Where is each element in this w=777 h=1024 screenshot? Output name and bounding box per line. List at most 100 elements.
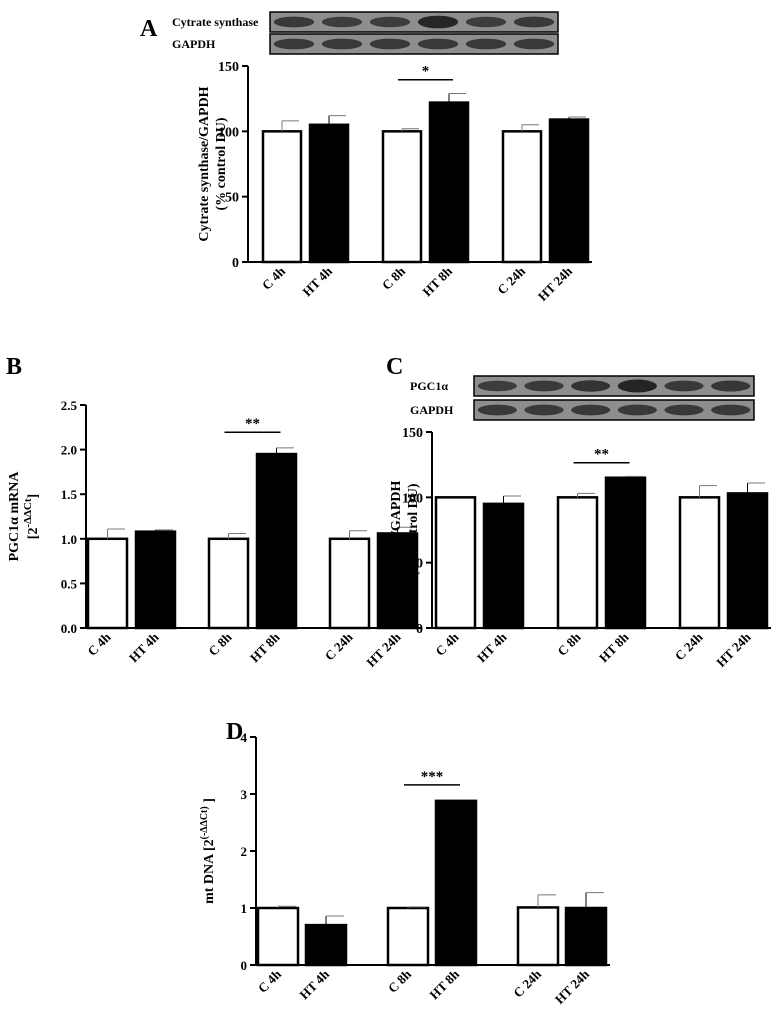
blot-strip xyxy=(269,11,559,33)
y-tick-label: 0.5 xyxy=(61,576,78,591)
y-axis-label-superscript: -ΔΔCt xyxy=(22,498,34,527)
bar xyxy=(726,492,769,630)
bar xyxy=(381,130,423,264)
blot-label: GAPDH xyxy=(172,37,216,51)
x-tick-label: C 8h xyxy=(385,966,415,996)
panel-letter: B xyxy=(6,354,22,380)
y-axis-label-line: PGC1α/GAPDH xyxy=(389,480,404,579)
y-axis-label: Cytrate synthase/GAPDH (% control DU) xyxy=(197,86,229,241)
significance-label: * xyxy=(422,64,430,80)
blot-band xyxy=(273,16,315,28)
y-axis-label: PGC1α mRNA [2-ΔΔCt] xyxy=(7,471,41,562)
blot-band xyxy=(571,380,611,392)
y-axis-label-line: (% control DU) xyxy=(406,483,421,576)
y-tick-label: 2 xyxy=(241,844,248,859)
x-tick-label: C 24h xyxy=(322,629,356,663)
x-tick-label: C 24h xyxy=(672,629,706,663)
y-tick-label: 150 xyxy=(402,426,423,441)
bar xyxy=(428,101,470,264)
y-tick-label: 100 xyxy=(218,125,239,140)
panel-letter: A xyxy=(140,16,158,42)
bar xyxy=(564,906,608,967)
x-tick-label: HT 24h xyxy=(552,966,593,1007)
blot-band xyxy=(711,380,751,392)
x-tick-label: HT 8h xyxy=(596,629,632,665)
y-tick-label: 2.0 xyxy=(61,443,77,458)
y-tick-label: 150 xyxy=(218,60,239,75)
blot-label: GAPDH xyxy=(410,403,454,417)
x-tick-label: C 8h xyxy=(379,263,409,293)
y-tick-label: 1.5 xyxy=(61,487,78,502)
y-tick-label: 0 xyxy=(241,958,248,973)
y-tick-label: 50 xyxy=(409,557,423,572)
x-tick-label: C 8h xyxy=(205,629,235,659)
y-tick-label: 50 xyxy=(225,191,239,206)
chart-panel-a: A Cytrate synthase GAPDH 0 50 100 150 C 4h HT 4h… xyxy=(140,11,592,304)
blot-label: PGC1α xyxy=(410,379,448,393)
x-tick-label: HT 8h xyxy=(247,629,283,665)
y-tick-label: 0.0 xyxy=(61,621,77,636)
bar xyxy=(376,532,419,630)
x-tick-label: C 24h xyxy=(510,966,544,1000)
bar xyxy=(304,923,348,967)
x-tick-label: HT 24h xyxy=(535,263,576,304)
blot-band xyxy=(711,404,751,416)
bar xyxy=(516,906,560,967)
significance-label: ** xyxy=(245,416,260,432)
panel-letter: C xyxy=(386,354,403,380)
bar xyxy=(501,130,543,264)
panel-letter: D xyxy=(226,719,243,745)
bar xyxy=(255,452,298,630)
blot-band xyxy=(664,404,704,416)
blot-band xyxy=(417,15,459,29)
y-axis-label-line: PGC1α mRNA xyxy=(7,471,22,562)
bar xyxy=(386,906,430,967)
significance-label: *** xyxy=(421,769,444,785)
bar xyxy=(556,496,599,630)
x-tick-label: HT 8h xyxy=(419,263,455,299)
blot-band xyxy=(369,38,411,50)
blot-band xyxy=(571,404,611,416)
bar xyxy=(604,476,647,630)
y-axis-label: PGC1α/GAPDH (% control DU) xyxy=(389,480,421,579)
y-axis-label: mt DNA [2(-ΔΔCt) ] xyxy=(199,798,217,904)
bar xyxy=(134,530,177,630)
y-tick-label: 0 xyxy=(416,622,423,637)
blot-strip xyxy=(473,399,755,421)
y-tick-label: 100 xyxy=(402,491,423,506)
x-tick-label: HT 4h xyxy=(299,263,335,299)
blot-band xyxy=(321,38,363,50)
blot-band xyxy=(417,38,459,50)
blot-band xyxy=(664,380,704,392)
blot-strip xyxy=(473,375,755,397)
x-tick-label: C 4h xyxy=(259,263,289,293)
bar xyxy=(434,496,477,630)
y-axis-label-line: (% control DU) xyxy=(214,117,229,210)
bar xyxy=(207,537,250,630)
x-tick-label: HT 4h xyxy=(296,966,332,1002)
blot-band xyxy=(273,38,315,50)
x-tick-label: HT 8h xyxy=(426,966,462,1002)
bar xyxy=(678,496,721,630)
blot-band xyxy=(477,404,517,416)
x-tick-label: HT 24h xyxy=(713,629,754,670)
y-axis-label-line: ] xyxy=(26,494,41,499)
chart-panel-c: C PGC1α GAPDH 0 50 100 150 C 4h HT 4h C 8h HT 8h C … xyxy=(386,354,771,670)
bar xyxy=(256,906,300,967)
blot-band xyxy=(524,380,564,392)
blot-band xyxy=(321,16,363,28)
x-tick-label: C 4h xyxy=(84,629,114,659)
blot-band xyxy=(617,379,657,393)
y-axis-label-line: Cytrate synthase/GAPDH xyxy=(197,86,212,241)
y-tick-label: 3 xyxy=(241,787,248,802)
bar xyxy=(434,799,478,967)
chart-panel-d: D 0 1 2 3 4 C 4h HT 4h C 8h HT 8h C 24h HT 24h *** mt… xyxy=(199,719,610,1007)
y-axis-label-superscript: (-ΔΔCt) xyxy=(199,806,210,839)
y-axis-label-line: [2 xyxy=(26,528,41,540)
y-tick-label: 4 xyxy=(241,730,248,745)
x-tick-label: C 8h xyxy=(554,629,584,659)
blot-band xyxy=(524,404,564,416)
blot-band xyxy=(465,38,507,50)
blot-strip xyxy=(269,33,559,55)
